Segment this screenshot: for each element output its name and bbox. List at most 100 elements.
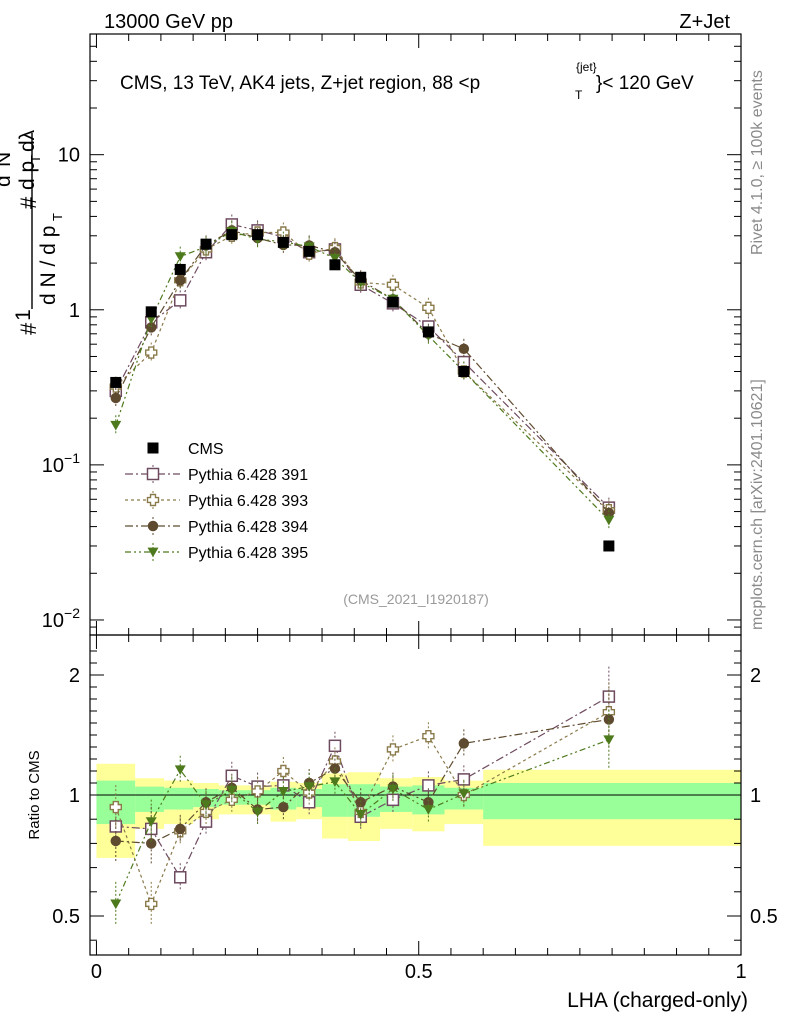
y-tick-label: 10	[58, 145, 80, 167]
data-point	[329, 253, 341, 264]
data-point	[225, 793, 239, 807]
data-point	[458, 343, 470, 355]
watermark: (CMS_2021_I1920187)	[343, 591, 489, 607]
ratio-y-tick-label-right: 1	[750, 785, 761, 807]
svg-text:N: N	[0, 152, 15, 167]
legend-item: Pythia 6.428 393	[125, 491, 308, 510]
main-series	[109, 214, 616, 552]
x-tick-label: 0.5	[405, 961, 433, 983]
data-point	[303, 245, 315, 257]
data-point	[110, 392, 122, 404]
data-point	[146, 322, 157, 333]
uncertainty-band-inner	[135, 786, 165, 812]
data-point	[277, 764, 290, 778]
data-point	[173, 871, 187, 884]
rivet-label: Rivet 4.1.0, ≥ 100k events	[749, 70, 766, 255]
data-point	[110, 899, 122, 910]
ratio-series-line	[115, 739, 610, 905]
data-point	[458, 738, 470, 749]
data-point	[146, 467, 160, 481]
data-point	[146, 838, 157, 849]
ratio-panel: 0.5 0.5 1 1 2 2 0 0.5 1 Ratio to CMS LHA (charge…	[26, 634, 778, 1012]
legend-label: Pythia 6.428 394	[188, 519, 308, 536]
data-point	[386, 278, 400, 291]
data-point	[458, 365, 470, 377]
mcplots-label: mcplots.cern.ch [arXiv:2401.10621]	[749, 379, 766, 630]
data-point	[175, 823, 186, 835]
data-point	[422, 730, 435, 743]
ratio-ticks: 0.5 0.5 1 1 2 2 0 0.5 1	[52, 635, 778, 983]
data-point	[173, 294, 187, 307]
data-point	[603, 735, 615, 746]
data-point	[226, 229, 238, 241]
svg-text:2: 2	[0, 168, 3, 175]
ratio-y-tick-label: 0.5	[52, 906, 80, 928]
data-point	[422, 326, 434, 338]
data-point	[602, 690, 616, 703]
header-left: 13000 GeV pp	[104, 11, 233, 33]
main-ylabel: # 1 d N / d p T # d 2 N d p T dλ	[0, 129, 65, 335]
data-point	[328, 739, 342, 753]
ratio-frame	[89, 634, 742, 956]
data-point	[355, 809, 367, 820]
x-tick-label: 1	[735, 961, 746, 983]
data-point	[147, 520, 159, 532]
data-point	[146, 493, 160, 507]
legend-label: CMS	[188, 441, 224, 458]
ratio-y-tick-label: 2	[69, 665, 80, 687]
data-point	[603, 540, 615, 552]
uncertainty-band-inner	[164, 787, 194, 810]
ratio-series	[109, 666, 616, 926]
data-point	[355, 271, 367, 283]
data-point	[278, 801, 289, 813]
data-point	[387, 784, 399, 795]
data-point	[109, 800, 122, 814]
data-point	[422, 805, 434, 815]
data-point	[457, 773, 471, 786]
data-point	[175, 275, 186, 286]
legend-label: Pythia 6.428 391	[188, 467, 308, 484]
legend-item: CMS	[147, 441, 224, 458]
ratio-series-pythia-6-428-395	[110, 709, 615, 926]
svg-text:#: #	[16, 196, 41, 209]
series-pythia-6-428-391	[109, 214, 616, 518]
data-point	[226, 785, 238, 796]
data-point	[458, 789, 470, 800]
ratio-series-line	[115, 718, 609, 845]
main-title-sup: {jet}	[576, 60, 597, 74]
y-tick-label: 10−1	[42, 450, 80, 477]
ratio-ylabel: Ratio to CMS	[26, 750, 43, 839]
series-line	[115, 231, 610, 511]
svg-text:T: T	[28, 155, 43, 163]
svg-text:dλ: dλ	[16, 129, 39, 152]
data-point	[252, 229, 264, 241]
data-point	[303, 782, 315, 792]
data-point	[422, 301, 435, 314]
data-point	[329, 777, 341, 788]
data-point	[110, 835, 122, 847]
ratio-y-tick-label-right: 2	[750, 665, 761, 687]
data-point	[174, 252, 186, 262]
data-point	[147, 442, 159, 454]
data-point	[174, 263, 186, 275]
svg-text:d N / d p: d N / d p	[37, 226, 60, 305]
svg-text:d: d	[0, 175, 15, 187]
data-point	[110, 420, 122, 431]
ratio-bands	[96, 763, 741, 858]
legend-item: Pythia 6.428 391	[125, 465, 308, 484]
svg-text:d p: d p	[16, 161, 39, 190]
main-title-sub: T	[575, 88, 583, 102]
data-point	[200, 800, 212, 810]
legend-label: Pythia 6.428 393	[188, 493, 308, 510]
series-pythia-6-428-394	[110, 220, 615, 523]
ratio-y-tick-label: 1	[69, 785, 80, 807]
svg-text:T: T	[50, 213, 65, 221]
data-point	[603, 507, 615, 519]
ratio-y-tick-label-right: 0.5	[750, 906, 778, 928]
data-point	[147, 547, 159, 558]
data-point	[386, 743, 400, 756]
x-axis-label: LHA (charged-only)	[567, 989, 748, 1012]
series-pythia-6-428-395	[110, 221, 615, 531]
data-point	[145, 817, 157, 827]
